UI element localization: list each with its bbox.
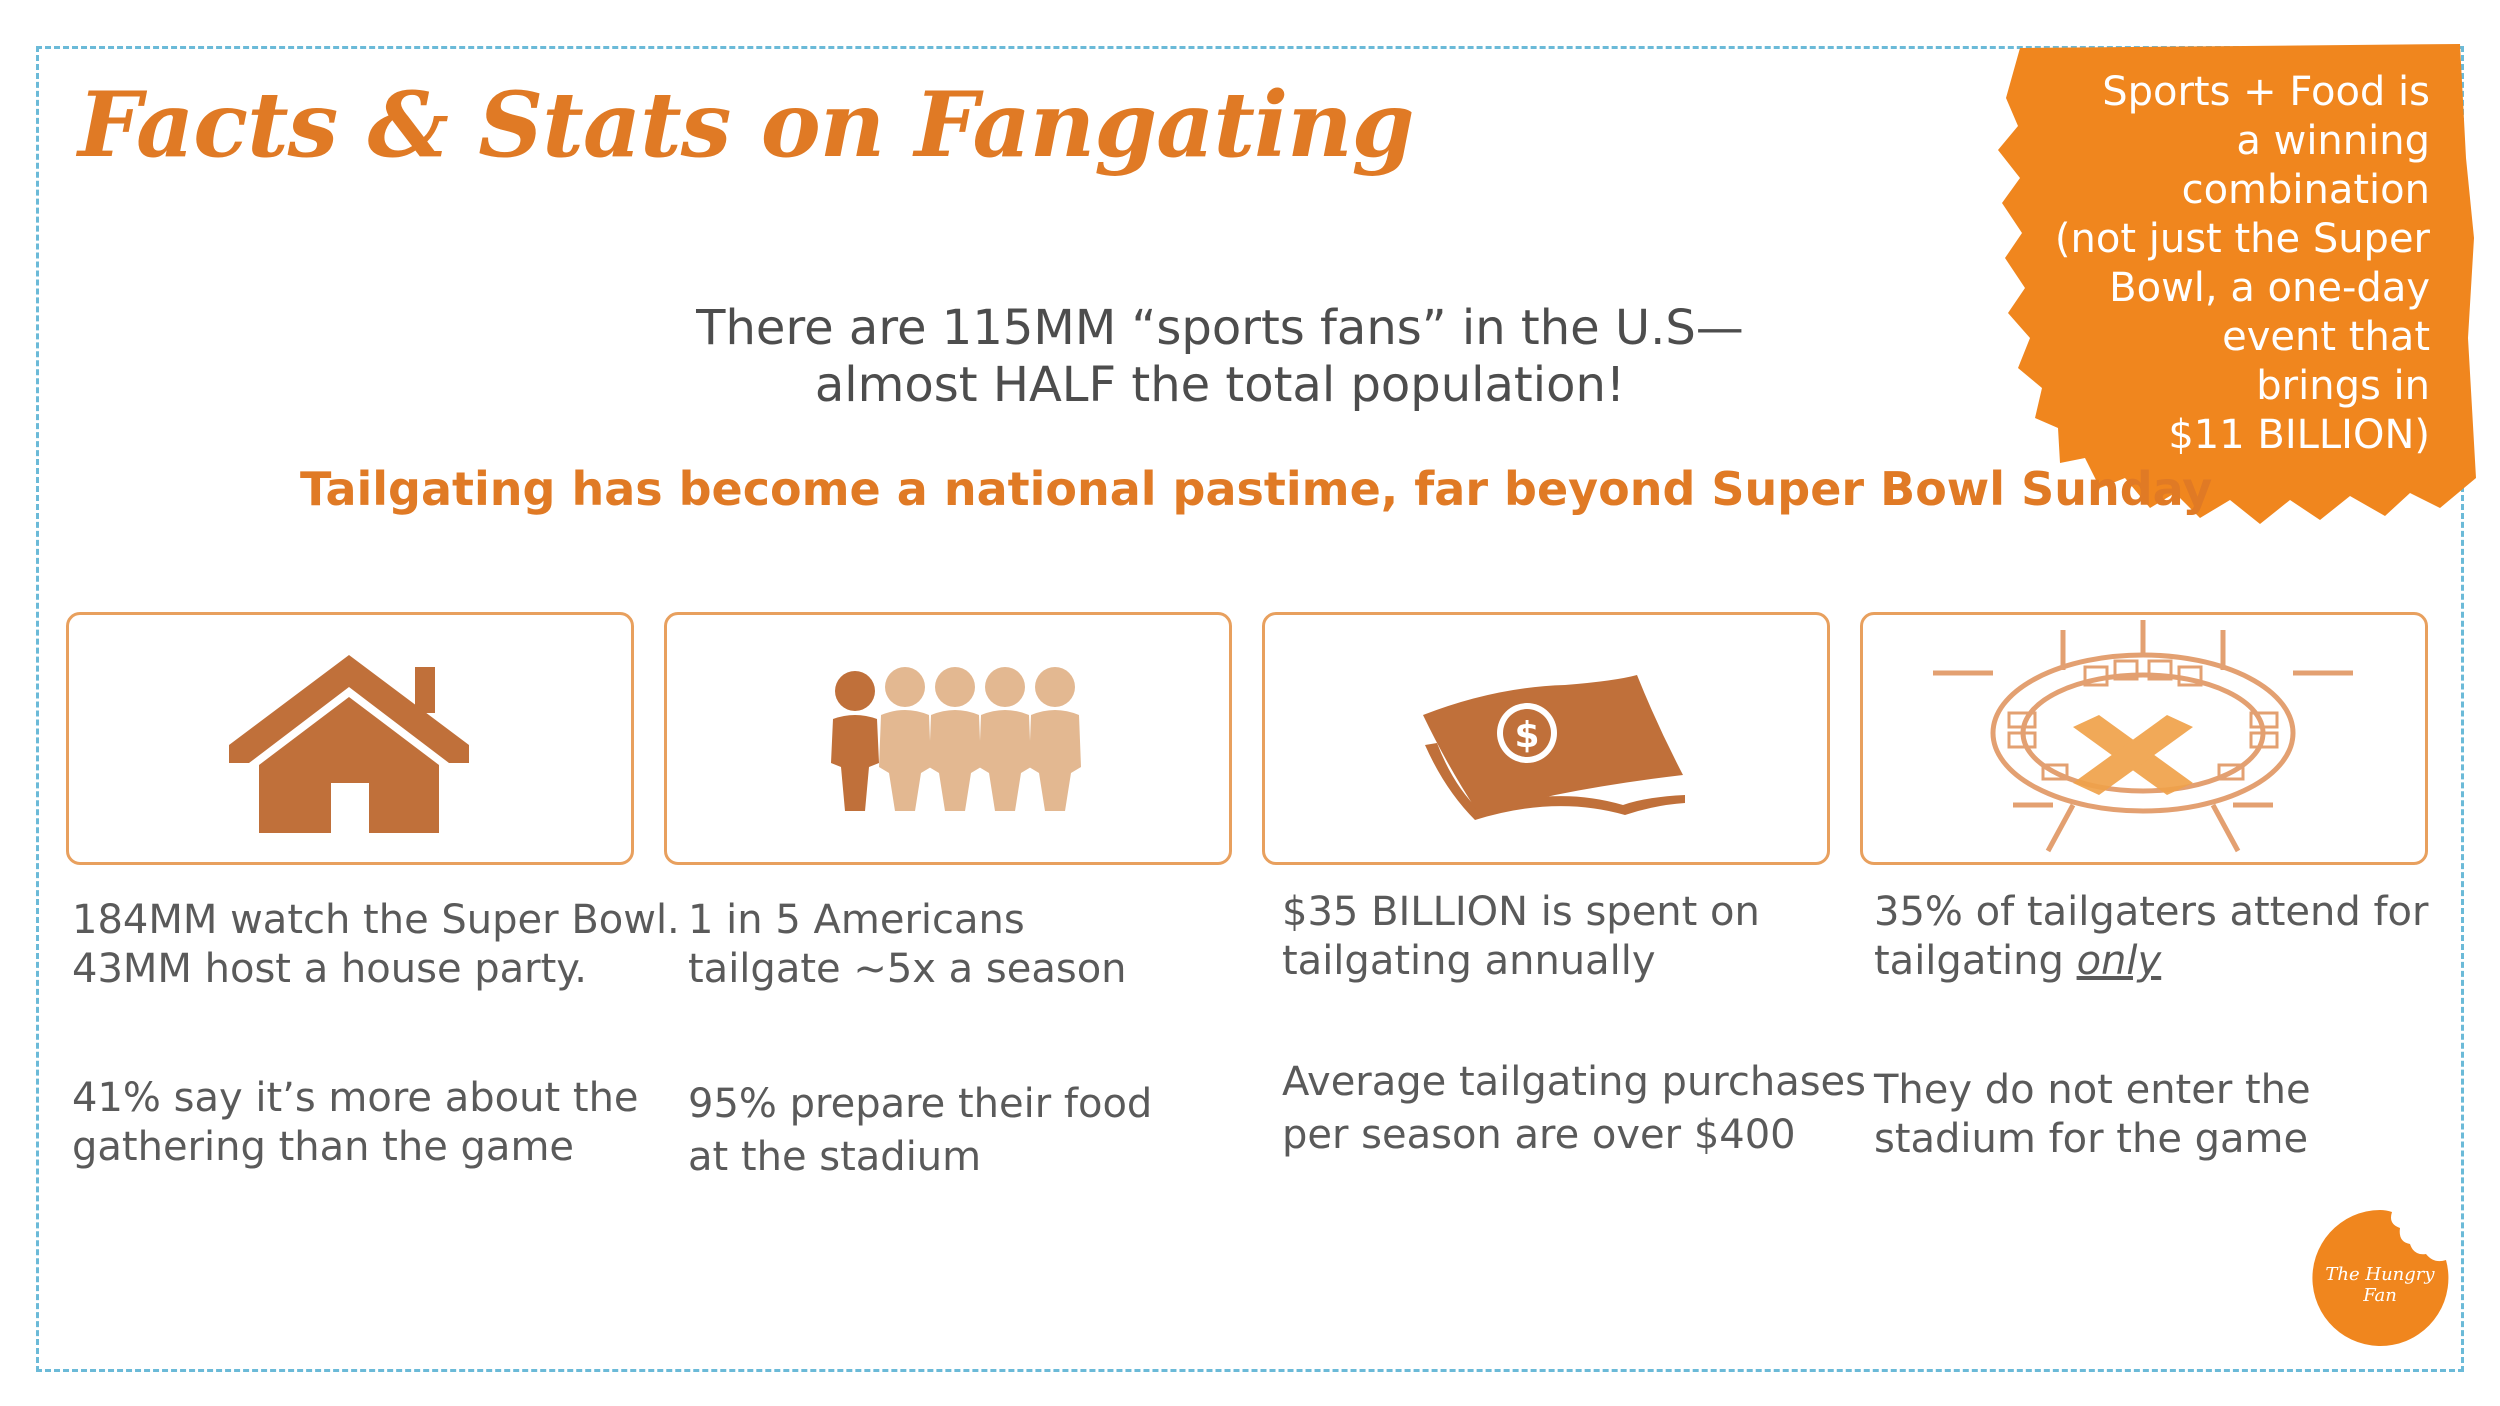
- card-money-fact-2: Average tailgating purchases per season …: [1282, 1056, 1866, 1162]
- card-stadium-fact-2: They do not enter the stadium for the ga…: [1874, 1066, 2311, 1164]
- card-house-fact-2: 41% say it’s more about the gathering th…: [72, 1074, 639, 1172]
- card-people-fact-2: 95% prepare their food at the stadium: [688, 1078, 1152, 1184]
- card-money: $: [1262, 612, 1830, 865]
- fact-line: per season are over $400: [1282, 1112, 1796, 1158]
- splash-shape-icon: [1998, 44, 2476, 524]
- headline-line: almost HALF the total population!: [814, 357, 1626, 413]
- money-icon: $: [1423, 675, 1685, 820]
- fact-line: tailgating only: [1874, 937, 2428, 986]
- card-stadium-fact-1: 35% of tailgaters attend for tailgating …: [1874, 888, 2428, 986]
- splash-line: Sports + Food is: [2102, 69, 2430, 115]
- splash-line: a winning: [2236, 118, 2430, 164]
- people-icon: [831, 667, 1081, 811]
- card-stadium: [1860, 612, 2428, 865]
- headline-line: There are 115MM “sports fans” in the U.S…: [696, 300, 1744, 356]
- fact-line: stadium for the game: [1874, 1116, 2309, 1162]
- fact-line: tailgating annually: [1282, 938, 1656, 984]
- card-house: [66, 612, 634, 865]
- svg-text:$: $: [1514, 715, 1539, 756]
- splash-line: combination: [2181, 167, 2430, 213]
- fact-line: 1 in 5 Americans: [688, 897, 1025, 943]
- fact-line: 41% say it’s more about the: [72, 1075, 639, 1121]
- fact-line: at the stadium: [688, 1134, 982, 1180]
- card-people: [664, 612, 1232, 865]
- splash-line: (not just the Super: [2054, 216, 2430, 262]
- fact-line: 35% of tailgaters attend for: [1874, 889, 2429, 935]
- subheadline: Tailgating has become a national pastime…: [300, 462, 2213, 516]
- card-money-fact-1: $35 BILLION is spent on tailgating annua…: [1282, 888, 1760, 986]
- fact-line: 43MM host a house party.: [72, 946, 587, 992]
- fact-line: Average tailgating purchases: [1282, 1059, 1867, 1105]
- fact-text: tailgating: [1874, 938, 2077, 984]
- splash-text: Sports + Food is a winning combination (…: [2050, 68, 2430, 460]
- card-people-fact-1: 1 in 5 Americans tailgate ~5x a season: [688, 896, 1127, 994]
- stadium-crossed-icon: [1933, 620, 2353, 853]
- page-frame: [36, 46, 2464, 1372]
- headline: There are 115MM “sports fans” in the U.S…: [600, 300, 1840, 414]
- page-title: Facts & Stats on Fangating: [78, 72, 1415, 178]
- fact-line: $35 BILLION is spent on: [1282, 889, 1760, 935]
- fact-line: gathering than the game: [72, 1124, 575, 1170]
- house-icon: [229, 655, 469, 833]
- hungry-fan-logo-icon: [2312, 1210, 2449, 1346]
- splash-line: $11 BILLION): [2168, 412, 2430, 458]
- emphasis-only: only: [2076, 938, 2162, 984]
- fact-line: They do not enter the: [1874, 1067, 2311, 1113]
- callout-splash: Sports + Food is a winning combination (…: [1990, 38, 2480, 538]
- splash-line: Bowl, a one-day: [2109, 265, 2430, 311]
- fact-line: 95% prepare their food: [688, 1081, 1153, 1127]
- logo-text: The Hungry Fan: [2325, 1264, 2435, 1306]
- fact-line: tailgate ~5x a season: [688, 946, 1127, 992]
- splash-line: brings in: [2256, 363, 2430, 409]
- fact-line: 184MM watch the Super Bowl.: [72, 897, 680, 943]
- splash-line: event that: [2222, 314, 2430, 360]
- card-house-fact-1: 184MM watch the Super Bowl. 43MM host a …: [72, 896, 680, 994]
